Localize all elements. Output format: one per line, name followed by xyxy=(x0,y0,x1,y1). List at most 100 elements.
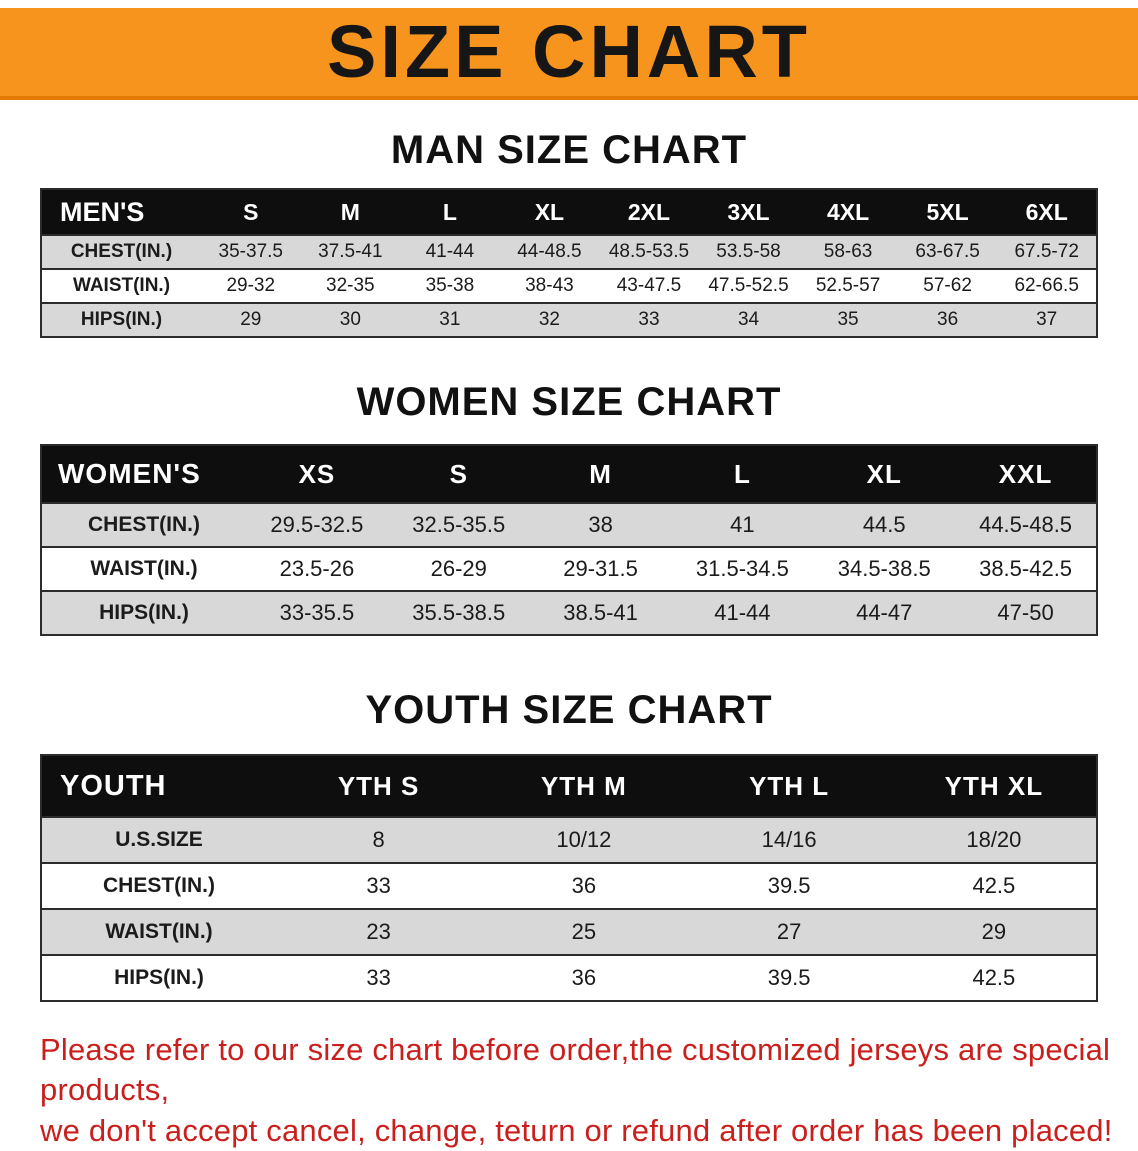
cell-value: 35-38 xyxy=(400,268,500,303)
cell-value: 47.5-52.5 xyxy=(698,268,799,303)
cell-value: 37.5-41 xyxy=(300,234,401,269)
size-column-header: XL xyxy=(813,445,956,503)
cell-value: 33-35.5 xyxy=(246,590,388,635)
size-column-header: XL xyxy=(499,189,600,235)
cell-value: 32.5-35.5 xyxy=(387,502,530,547)
cell-value: 18/20 xyxy=(891,816,1097,863)
cell-value: 42.5 xyxy=(891,862,1097,909)
disclaimer-line-2: we don't accept cancel, change, teturn o… xyxy=(40,1112,1113,1148)
cell-value: 36 xyxy=(481,954,687,1001)
cell-value: 38.5-42.5 xyxy=(955,546,1097,591)
row-label: HIPS(IN.) xyxy=(41,302,201,337)
cell-value: 41 xyxy=(671,502,814,547)
cell-value: 39.5 xyxy=(686,862,892,909)
cell-value: 33 xyxy=(276,862,482,909)
cell-value: 10/12 xyxy=(481,816,687,863)
cell-value: 44-47 xyxy=(813,590,956,635)
table-row: WAIST(IN.) 23.5-26 26-29 29-31.5 31.5-34.5 34… xyxy=(41,546,1097,591)
cell-value: 44.5 xyxy=(813,502,956,547)
cell-value: 57-62 xyxy=(897,268,998,303)
cell-value: 39.5 xyxy=(686,954,892,1001)
cell-value: 58-63 xyxy=(798,234,898,269)
cell-value: 53.5-58 xyxy=(698,234,799,269)
cell-value: 34.5-38.5 xyxy=(813,546,956,591)
cell-value: 23.5-26 xyxy=(246,546,388,591)
cell-value: 35 xyxy=(798,302,898,337)
row-label: CHEST(IN.) xyxy=(41,234,201,269)
cell-value: 35-37.5 xyxy=(201,234,301,269)
table-row: CHEST(IN.) 33 36 39.5 42.5 xyxy=(41,862,1097,909)
youth-section-heading: YOUTH SIZE CHART xyxy=(365,688,773,732)
cell-value: 30 xyxy=(300,302,401,337)
size-column-header: 2XL xyxy=(599,189,699,235)
cell-value: 29-31.5 xyxy=(529,546,672,591)
table-row: HIPS(IN.) 33-35.5 35.5-38.5 38.5-41 41-44 44-… xyxy=(41,590,1097,635)
cell-value: 35.5-38.5 xyxy=(387,590,530,635)
cell-value: 8 xyxy=(276,816,482,863)
cell-value: 14/16 xyxy=(686,816,892,863)
cell-value: 36 xyxy=(481,862,687,909)
cell-value: 32 xyxy=(499,302,600,337)
size-column-header: 3XL xyxy=(698,189,799,235)
cell-value: 47-50 xyxy=(955,590,1097,635)
table-header-row: WOMEN'S XS S M L XL XXL xyxy=(41,445,1097,503)
cell-value: 29.5-32.5 xyxy=(246,502,388,547)
cell-value: 52.5-57 xyxy=(798,268,898,303)
cell-value: 41-44 xyxy=(400,234,500,269)
cell-value: 29 xyxy=(201,302,301,337)
cell-value: 43-47.5 xyxy=(599,268,699,303)
size-column-header: M xyxy=(300,189,401,235)
table-row: WAIST(IN.) 23 25 27 29 xyxy=(41,908,1097,955)
cell-value: 34 xyxy=(698,302,799,337)
table-row: HIPS(IN.) 33 36 39.5 42.5 xyxy=(41,954,1097,1001)
cell-value: 36 xyxy=(897,302,998,337)
disclaimer-line-1: Please refer to our size chart before or… xyxy=(40,1032,1111,1108)
table-row: U.S.SIZE 8 10/12 14/16 18/20 xyxy=(41,816,1097,863)
cell-value: 42.5 xyxy=(891,954,1097,1001)
cell-value: 23 xyxy=(276,908,482,955)
women-size-section: WOMEN SIZE CHART WOMEN'S XS S M L XL XXL CHEST(… xyxy=(0,382,1138,636)
men-size-table: MEN'S S M L XL 2XL 3XL 4XL 5XL 6XL CHEST(IN.) 35-37… xyxy=(40,188,1098,338)
page-title: SIZE CHART xyxy=(327,10,811,93)
cell-value: 29 xyxy=(891,908,1097,955)
table-row: CHEST(IN.) 35-37.5 37.5-41 41-44 44-48.5 48.5… xyxy=(41,234,1097,269)
men-size-section: MAN SIZE CHART MEN'S S M L XL 2XL 3XL 4XL 5XL 6XL… xyxy=(0,130,1138,338)
row-label: CHEST(IN.) xyxy=(41,862,276,909)
row-label: WAIST(IN.) xyxy=(41,546,246,591)
table-corner-label: WOMEN'S xyxy=(41,445,246,503)
cell-value: 31 xyxy=(400,302,500,337)
table-header-row: YOUTH YTH S YTH M YTH L YTH XL xyxy=(41,755,1097,817)
cell-value: 27 xyxy=(686,908,892,955)
size-column-header: L xyxy=(400,189,500,235)
table-row: WAIST(IN.) 29-32 32-35 35-38 38-43 43-47.5 47.… xyxy=(41,268,1097,303)
table-corner-label: YOUTH xyxy=(41,755,276,817)
size-column-header: YTH L xyxy=(686,755,892,817)
row-label: WAIST(IN.) xyxy=(41,908,276,955)
women-size-table: WOMEN'S XS S M L XL XXL CHEST(IN.) 29.5-32.5 32.5… xyxy=(40,444,1098,636)
size-column-header: YTH S xyxy=(276,755,482,817)
table-corner-label: MEN'S xyxy=(41,189,201,235)
row-label: WAIST(IN.) xyxy=(41,268,201,303)
size-column-header: S xyxy=(201,189,301,235)
women-section-heading: WOMEN SIZE CHART xyxy=(356,380,782,424)
row-label: HIPS(IN.) xyxy=(41,590,246,635)
size-column-header: 6XL xyxy=(997,189,1097,235)
size-chart-banner: SIZE CHART xyxy=(0,8,1138,100)
cell-value: 44-48.5 xyxy=(499,234,600,269)
size-column-header: XXL xyxy=(955,445,1097,503)
table-row: HIPS(IN.) 29 30 31 32 33 34 35 36 37 xyxy=(41,302,1097,337)
cell-value: 33 xyxy=(599,302,699,337)
row-label: CHEST(IN.) xyxy=(41,502,246,547)
cell-value: 48.5-53.5 xyxy=(599,234,699,269)
size-column-header: M xyxy=(529,445,672,503)
size-column-header: YTH M xyxy=(481,755,687,817)
size-column-header: XS xyxy=(246,445,388,503)
cell-value: 44.5-48.5 xyxy=(955,502,1097,547)
size-column-header: YTH XL xyxy=(891,755,1097,817)
table-header-row: MEN'S S M L XL 2XL 3XL 4XL 5XL 6XL xyxy=(41,189,1097,235)
row-label: HIPS(IN.) xyxy=(41,954,276,1001)
disclaimer-text: Please refer to our size chart before or… xyxy=(40,1030,1138,1151)
cell-value: 33 xyxy=(276,954,482,1001)
size-column-header: S xyxy=(387,445,530,503)
youth-size-table: YOUTH YTH S YTH M YTH L YTH XL U.S.SIZE 8 10/12… xyxy=(40,754,1098,1002)
